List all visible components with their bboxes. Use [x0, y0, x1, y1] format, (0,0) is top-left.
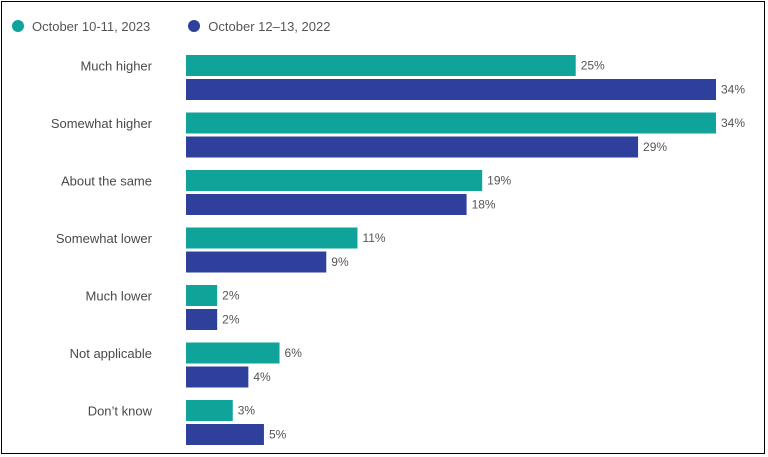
value-label-2022-much-higher: 34%: [721, 83, 745, 97]
category-label-much-higher: Much higher: [80, 59, 152, 74]
value-label-2022-about-the-same: 18%: [472, 198, 496, 212]
category-label-somewhat-lower: Somewhat lower: [56, 231, 153, 246]
legend-label-2022: October 12–13, 2022: [208, 18, 331, 34]
category-label-about-the-same: About the same: [61, 174, 152, 189]
legend-item-2023: October 10-11, 2023: [12, 19, 150, 34]
value-label-2022-not-applicable: 4%: [253, 370, 271, 384]
legend-swatch-2022: [188, 20, 201, 32]
legend-label-2023: October 10-11, 2023: [32, 18, 151, 34]
bar-2022-don-t-know: [186, 424, 264, 445]
bar-2023-about-the-same: [186, 170, 483, 191]
bar-2023-don-t-know: [186, 400, 233, 421]
bar-2023-not-applicable: [186, 342, 280, 364]
value-label-2023-about-the-same: 19%: [487, 174, 511, 188]
bar-2023-much-higher: [186, 55, 576, 76]
bar-2022-not-applicable: [186, 366, 249, 388]
category-label-somewhat-higher: Somewhat higher: [51, 116, 153, 131]
bar-2023-much-lower: [186, 285, 218, 306]
bar-2022-somewhat-higher: [186, 136, 639, 158]
category-label-don-t-know: Don’t know: [88, 404, 153, 419]
value-label-2023-somewhat-higher: 34%: [721, 116, 745, 130]
value-label-2023-not-applicable: 6%: [285, 346, 303, 360]
bar-2023-somewhat-lower: [186, 227, 358, 249]
value-label-2023-somewhat-lower: 11%: [362, 231, 385, 245]
value-label-2022-somewhat-higher: 29%: [643, 140, 667, 154]
bar-2023-somewhat-higher: [186, 112, 716, 134]
bar-2022-much-lower: [186, 309, 218, 330]
legend-item-2022: October 12–13, 2022: [188, 19, 330, 34]
value-label-2022-somewhat-lower: 9%: [331, 255, 349, 269]
value-label-2023-much-lower: 2%: [222, 289, 240, 303]
value-label-2022-don-t-know: 5%: [269, 428, 287, 442]
value-label-2022-much-lower: 2%: [222, 313, 240, 327]
category-label-not-applicable: Not applicable: [70, 346, 152, 361]
bar-2022-much-higher: [186, 79, 716, 100]
bar-2022-somewhat-lower: [186, 251, 327, 273]
legend-swatch-2023: [12, 20, 24, 32]
value-label-2023-don-t-know: 3%: [238, 404, 256, 418]
legend: October 10-11, 2023 October 12–13, 2022: [12, 16, 330, 36]
category-label-much-lower: Much lower: [86, 289, 153, 304]
bar-2022-about-the-same: [186, 194, 467, 215]
value-label-2023-much-higher: 25%: [581, 59, 605, 73]
